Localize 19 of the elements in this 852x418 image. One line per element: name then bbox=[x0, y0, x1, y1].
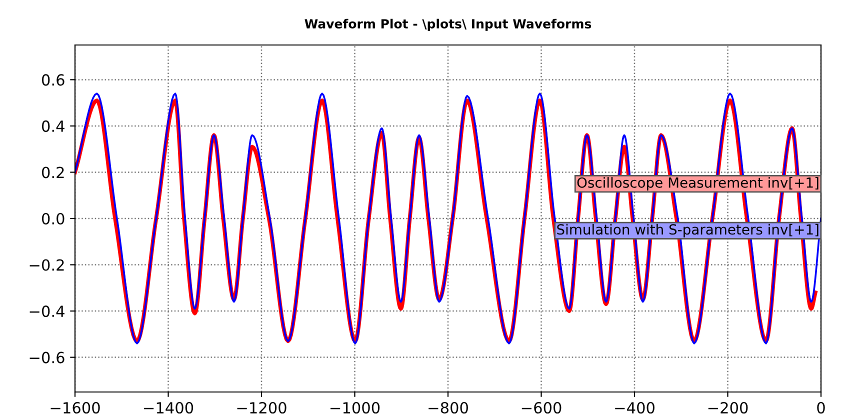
x-tick-label: −1000 bbox=[330, 402, 380, 414]
y-tick-label: −0.2 bbox=[30, 259, 64, 271]
x-tick-label: −1600 bbox=[50, 402, 100, 414]
y-tick-label: 0.6 bbox=[42, 74, 64, 86]
x-tick-label: −600 bbox=[522, 402, 562, 414]
x-tick-label: 0 bbox=[817, 402, 825, 414]
y-tick-label: −0.4 bbox=[30, 306, 64, 318]
chart-title: Waveform Plot - \plots\ Input Waveforms bbox=[304, 18, 592, 31]
y-tick-label: 0.0 bbox=[42, 212, 64, 225]
series-label: Oscilloscope Measurement inv[+1] bbox=[577, 177, 818, 191]
x-tick-label: −400 bbox=[615, 402, 654, 414]
x-tick-label: −1200 bbox=[237, 402, 286, 414]
x-tick-label: −1400 bbox=[144, 402, 194, 414]
y-tick-label: 0.2 bbox=[42, 166, 64, 178]
y-tick-label: 0.4 bbox=[42, 120, 64, 132]
x-tick-label: −800 bbox=[428, 402, 468, 414]
y-tick-label: −0.6 bbox=[30, 352, 64, 364]
x-tick-label: −200 bbox=[708, 402, 748, 414]
series-label: Simulation with S-parameters inv[+1] bbox=[557, 224, 818, 238]
